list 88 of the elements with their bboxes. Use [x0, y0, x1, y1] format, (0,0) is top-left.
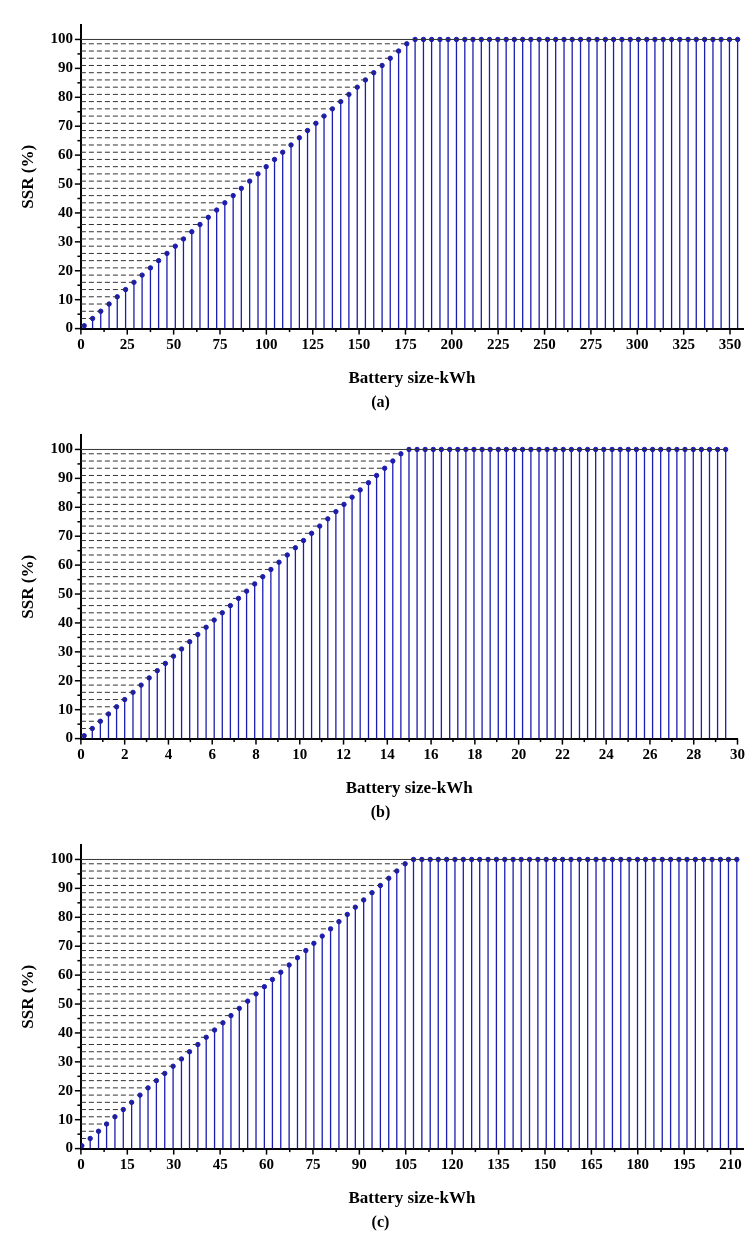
- y-tick-label: 10: [57, 290, 73, 307]
- x-tick-label: 350: [718, 336, 742, 353]
- y-tick-label: 70: [57, 527, 73, 544]
- y-tick-label: 70: [57, 937, 73, 954]
- y-tick-label: 30: [57, 1052, 73, 1069]
- x-tick-label: 200: [440, 336, 464, 353]
- x-tick-label: 4: [164, 746, 173, 763]
- y-tick-label: 60: [57, 965, 73, 982]
- y-tick-label: 50: [57, 174, 73, 191]
- x-tick-label: 0: [77, 336, 85, 353]
- y-tick-label: 80: [57, 908, 73, 925]
- y-tick-label: 10: [57, 1110, 73, 1127]
- y-tick-label: 50: [57, 584, 73, 601]
- y-tick-label: 70: [57, 117, 73, 134]
- x-axis-title: Battery size-kWh: [348, 368, 476, 388]
- y-tick-label: 40: [57, 613, 73, 630]
- y-tick-label: 100: [50, 440, 73, 457]
- x-tick-label: 0: [77, 746, 85, 763]
- x-tick-label: 2: [120, 746, 129, 763]
- x-tick-label: 16: [423, 746, 440, 763]
- x-tick-label: 15: [119, 1156, 135, 1173]
- x-tick-label: 60: [259, 1156, 275, 1173]
- x-axis-title: Battery size-kWh: [345, 778, 474, 798]
- x-tick-label: 22: [554, 746, 570, 763]
- y-tick-label: 100: [50, 30, 73, 47]
- x-tick-label: 6: [208, 746, 217, 763]
- x-tick-label: 30: [730, 746, 745, 763]
- x-tick-label: 8: [252, 746, 260, 763]
- x-tick-label: 135: [487, 1156, 510, 1173]
- x-tick-label: 165: [580, 1156, 603, 1173]
- x-tick-label: 90: [351, 1156, 367, 1173]
- x-tick-label: 225: [486, 336, 510, 353]
- x-tick-label: 18: [467, 746, 483, 763]
- x-tick-label: 25: [119, 336, 135, 353]
- y-tick-label: 10: [57, 700, 73, 717]
- text: (a): [370, 393, 391, 411]
- x-tick-label: 150: [533, 1156, 557, 1173]
- y-axis-title: SSR (%): [17, 144, 37, 209]
- x-tick-label: 28: [686, 746, 702, 763]
- x-tick-label: 175: [394, 336, 417, 353]
- text: (c): [370, 1213, 391, 1231]
- x-tick-label: 105: [394, 1156, 418, 1173]
- x-tick-label: 100: [255, 336, 278, 353]
- y-tick-label: 20: [57, 1081, 73, 1098]
- y-tick-label: 0: [65, 319, 73, 336]
- y-tick-label: 40: [57, 203, 73, 220]
- x-tick-label: 210: [719, 1156, 742, 1173]
- x-tick-label: 26: [642, 746, 658, 763]
- x-tick-label: 120: [440, 1156, 464, 1173]
- x-tick-label: 14: [379, 746, 396, 763]
- x-tick-label: 50: [166, 336, 182, 353]
- y-tick-label: 100: [50, 850, 73, 867]
- x-tick-label: 0: [77, 1156, 85, 1173]
- x-tick-label: 250: [533, 336, 556, 353]
- x-tick-label: 195: [672, 1156, 696, 1173]
- y-tick-label: 90: [57, 879, 73, 896]
- y-tick-label: 80: [57, 498, 73, 515]
- x-tick-label: 75: [212, 336, 228, 353]
- y-tick-label: 80: [57, 88, 73, 105]
- x-tick-label: 10: [292, 746, 308, 763]
- x-tick-label: 30: [166, 1156, 182, 1173]
- x-tick-label: 180: [626, 1156, 650, 1173]
- x-tick-label: 300: [626, 336, 649, 353]
- y-tick-label: 20: [57, 671, 73, 688]
- y-tick-label: 0: [65, 729, 73, 746]
- x-axis-title: Battery size-kWh: [348, 1188, 476, 1208]
- y-tick-label: 30: [57, 232, 73, 249]
- y-tick-label: 30: [57, 642, 73, 659]
- x-tick-label: 150: [347, 336, 371, 353]
- text: (b): [369, 803, 392, 821]
- y-tick-label: 0: [65, 1139, 73, 1156]
- y-tick-label: 40: [57, 1023, 73, 1040]
- y-tick-label: 20: [57, 261, 73, 278]
- y-axis-title: SSR (%): [17, 554, 37, 619]
- x-tick-label: 20: [511, 746, 527, 763]
- x-tick-label: 125: [301, 336, 324, 353]
- x-tick-label: 12: [336, 746, 352, 763]
- x-tick-label: 325: [672, 336, 695, 353]
- y-tick-label: 50: [57, 994, 73, 1011]
- y-tick-label: 90: [57, 59, 73, 76]
- x-tick-label: 75: [305, 1156, 321, 1173]
- x-tick-label: 275: [579, 336, 603, 353]
- y-tick-label: 60: [57, 145, 73, 162]
- x-tick-label: 45: [212, 1156, 228, 1173]
- y-tick-label: 60: [57, 555, 73, 572]
- y-tick-label: 90: [57, 469, 73, 486]
- x-tick-label: 24: [598, 746, 615, 763]
- y-axis-title: SSR (%): [17, 964, 37, 1029]
